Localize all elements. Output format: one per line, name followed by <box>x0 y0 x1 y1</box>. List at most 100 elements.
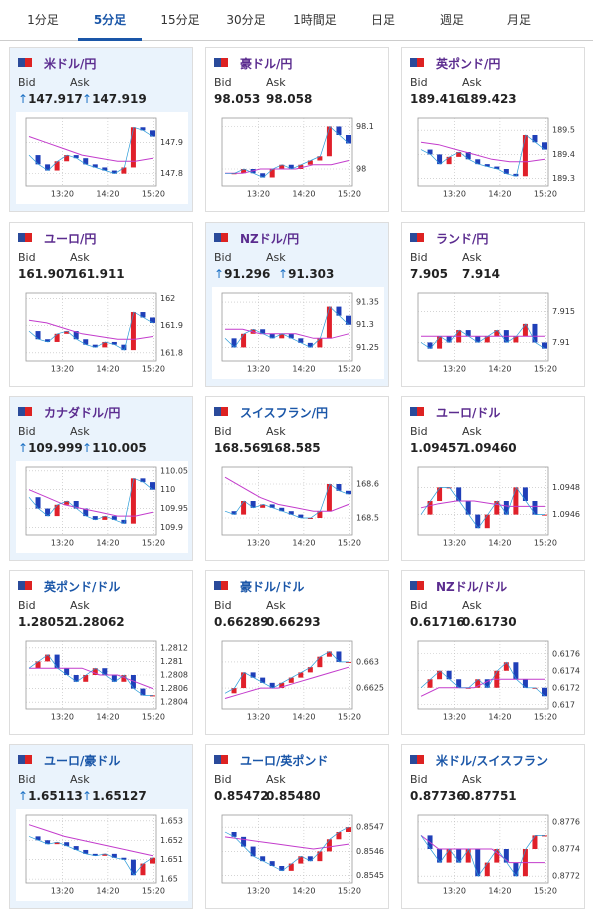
plot-frame <box>25 814 157 884</box>
candle <box>326 839 332 852</box>
ask-label: Ask <box>462 425 482 438</box>
tab[interactable]: 5分足 <box>78 0 142 41</box>
candle <box>475 336 481 343</box>
candle <box>111 675 117 682</box>
candle <box>456 679 462 688</box>
mini-chart: 0.8772 0.8774 0.8776 13:20 14:20 15:20 <box>408 809 580 901</box>
candle <box>513 662 519 680</box>
tab[interactable]: 日足 <box>370 13 395 27</box>
candle <box>83 158 89 165</box>
ask-label: Ask <box>266 76 286 89</box>
close-line <box>28 477 154 525</box>
tab[interactable]: 月足 <box>506 13 531 27</box>
candle <box>503 169 509 174</box>
pair-name[interactable]: ユーロ/英ポンド <box>240 754 329 768</box>
x-tick-label: 15:20 <box>534 539 557 548</box>
candle <box>83 339 89 345</box>
candle <box>346 827 351 832</box>
x-tick-label: 13:20 <box>443 713 466 722</box>
candle <box>64 155 70 162</box>
candle <box>513 173 519 177</box>
candle <box>73 331 79 340</box>
flag-icon <box>410 407 424 416</box>
ask-label: Ask <box>462 773 482 786</box>
candle <box>532 687 538 689</box>
rate-card: ユーロ/円 Bid Ask 161.907 161.911 161.8 161.9 162 13… <box>9 222 193 387</box>
candle <box>307 518 313 519</box>
pair-name[interactable]: NZドル/ドル <box>436 580 508 594</box>
close-line <box>420 323 546 350</box>
candle <box>231 511 237 515</box>
rate-card: 豪ドル/円 Bid Ask 98.053 98.058 98 98.1 13:20 14:20 1… <box>205 47 389 212</box>
pair-name[interactable]: ランド/円 <box>436 232 489 246</box>
candle <box>307 667 313 673</box>
candle <box>260 173 266 178</box>
ask-value: 7.914 <box>462 267 500 281</box>
y-tick-label: 0.8546 <box>356 847 384 856</box>
x-tick-label: 14:20 <box>292 887 315 896</box>
pair-name[interactable]: 英ポンド/ドル <box>44 580 121 594</box>
candle <box>542 835 547 837</box>
candle <box>150 317 155 323</box>
y-tick-label: 161.9 <box>160 321 183 330</box>
tab[interactable]: 15分足 <box>160 13 200 27</box>
price: 0.61716 <box>410 615 465 629</box>
candle <box>260 329 266 334</box>
y-tick-label: 0.8545 <box>356 871 384 880</box>
y-tick-label: 147.9 <box>160 138 183 147</box>
pair-name[interactable]: 英ポンド/円 <box>436 57 501 71</box>
candle <box>121 675 127 682</box>
pair-name[interactable]: 豪ドル/ドル <box>240 580 305 594</box>
bid-label: Bid <box>410 773 428 786</box>
y-tick-label: 0.6625 <box>356 684 384 693</box>
candle <box>298 514 304 518</box>
x-tick-label: 13:20 <box>247 887 270 896</box>
candle <box>121 344 127 351</box>
tab[interactable]: 30分足 <box>226 13 266 27</box>
tab[interactable]: 週足 <box>439 13 464 27</box>
pair-name[interactable]: ユーロ/豪ドル <box>44 754 121 768</box>
pair-name[interactable]: ユーロ/円 <box>44 232 97 246</box>
ask-value: 161.911 <box>70 267 125 281</box>
candle <box>150 857 155 864</box>
plot-frame <box>221 814 353 884</box>
pair-name[interactable]: カナダドル/円 <box>44 406 121 420</box>
candle <box>250 846 256 857</box>
pair-name[interactable]: 米ドル/円 <box>44 57 97 71</box>
candle <box>140 478 146 483</box>
candle <box>446 156 452 165</box>
price: 1.65113 <box>28 789 83 803</box>
pair-name[interactable]: スイスフラン/円 <box>240 406 329 420</box>
candle <box>437 154 443 165</box>
moving-average <box>28 319 154 340</box>
candle <box>317 156 323 161</box>
candle <box>475 514 481 529</box>
x-tick-label: 14:20 <box>96 365 119 374</box>
tab[interactable]: 1分足 <box>27 13 59 27</box>
candle <box>121 167 127 174</box>
candle <box>288 333 294 339</box>
y-tick-label: 162 <box>160 294 175 303</box>
x-tick-label: 14:20 <box>96 887 119 896</box>
bid-label: Bid <box>410 599 428 612</box>
pair-name[interactable]: ユーロ/ドル <box>436 406 501 420</box>
candle <box>513 862 519 877</box>
y-tick-label: 1.653 <box>160 816 183 825</box>
bid-label: Bid <box>18 773 36 786</box>
ask-label: Ask <box>70 76 90 89</box>
candle <box>336 832 342 840</box>
pair-name[interactable]: 米ドル/スイスフラン <box>436 754 549 768</box>
candle <box>111 341 117 345</box>
candle <box>503 662 509 671</box>
pair-name[interactable]: NZドル/円 <box>240 232 300 246</box>
tab[interactable]: 1時間足 <box>293 13 337 27</box>
candle <box>494 166 500 169</box>
pair-name[interactable]: 豪ドル/円 <box>240 57 293 71</box>
mini-chart: 189.3 189.4 189.5 13:20 14:20 15:20 <box>408 112 580 204</box>
candle <box>111 170 117 174</box>
candle <box>140 688 146 696</box>
y-tick-label: 1.2806 <box>160 684 188 693</box>
ask-value: 1.28062 <box>70 615 125 629</box>
plot-frame <box>417 466 549 536</box>
x-tick-label: 15:20 <box>338 190 361 199</box>
